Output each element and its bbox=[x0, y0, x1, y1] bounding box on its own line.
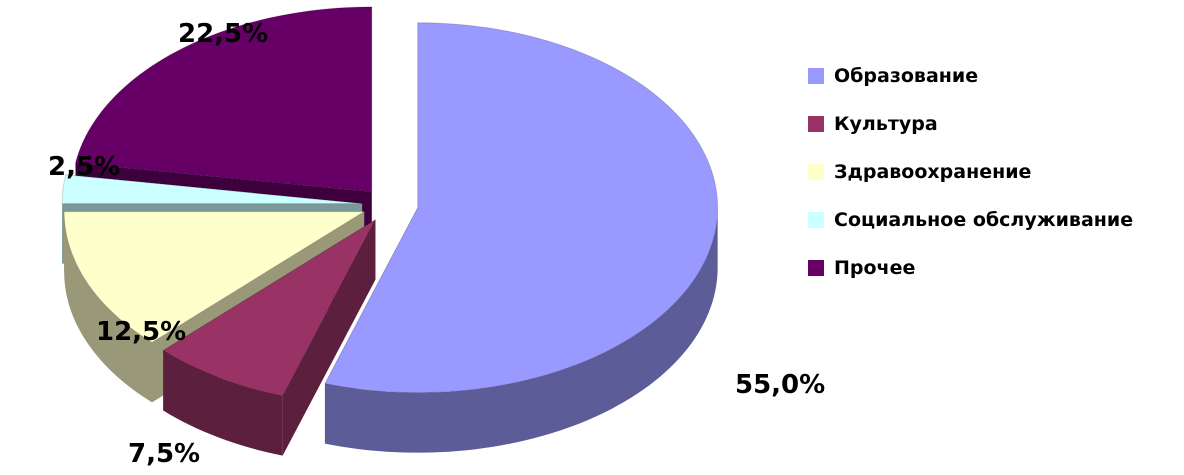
pie-slice-2 bbox=[63, 211, 366, 344]
slice-value-label-4: 22,5% bbox=[178, 19, 268, 49]
legend: Образование Культура Здравоохранение Соц… bbox=[808, 64, 1133, 304]
legend-swatch-2 bbox=[808, 164, 824, 180]
slice-value-label-3: 2,5% bbox=[48, 152, 120, 182]
pie-slice-1 bbox=[162, 218, 377, 397]
legend-item-3: Социальное обслуживание bbox=[808, 208, 1133, 232]
pie-slice-4 bbox=[74, 6, 373, 193]
legend-label-1: Культура bbox=[834, 113, 938, 135]
legend-label-3: Социальное обслуживание bbox=[834, 209, 1134, 231]
value-labels-layer: 55,0% 7,5% 12,5% 2,5% 22,5% bbox=[48, 19, 825, 469]
slice-value-label-2: 12,5% bbox=[96, 317, 186, 347]
legend-item-4: Прочее bbox=[808, 256, 1133, 280]
legend-label-4: Прочее bbox=[834, 257, 916, 279]
slice-tops-layer bbox=[61, 6, 719, 397]
slice-side-2-0 bbox=[64, 211, 152, 403]
legend-swatch-0 bbox=[808, 68, 824, 84]
legend-swatch-1 bbox=[808, 116, 824, 132]
slice-side-0-0 bbox=[324, 207, 718, 453]
legend-label-2: Здравоохранение bbox=[834, 161, 1032, 183]
legend-item-0: Образование bbox=[808, 64, 1133, 88]
pie-slice-0 bbox=[324, 22, 719, 394]
slice-value-label-0: 55,0% bbox=[735, 370, 825, 400]
legend-item-2: Здравоохранение bbox=[808, 160, 1133, 184]
legend-swatch-3 bbox=[808, 212, 824, 228]
legend-item-1: Культура bbox=[808, 112, 1133, 136]
pie-slice-3 bbox=[61, 174, 363, 205]
slice-side-1-0 bbox=[163, 350, 283, 456]
legend-swatch-4 bbox=[808, 260, 824, 276]
slice-value-label-1: 7,5% bbox=[128, 439, 200, 469]
legend-label-0: Образование bbox=[834, 65, 979, 87]
